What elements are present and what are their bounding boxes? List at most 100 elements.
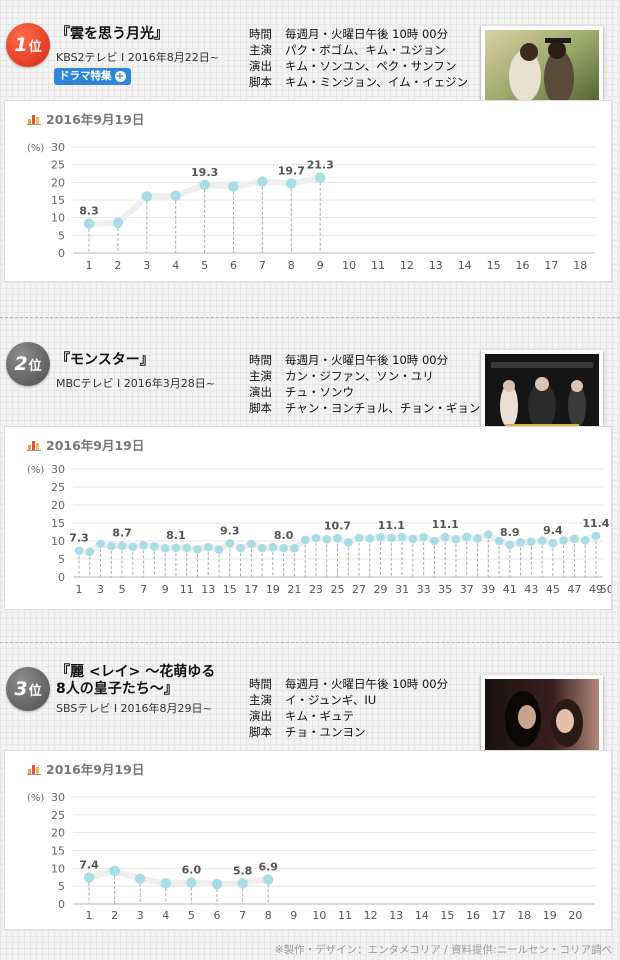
data-label: 5.8 (233, 864, 253, 877)
data-point (214, 545, 224, 554)
data-point (527, 537, 536, 547)
x-tick-label: 8 (265, 909, 272, 922)
y-tick-label: 10 (51, 212, 65, 225)
y-tick-label: 30 (51, 141, 65, 154)
x-tick-label: 11 (180, 583, 194, 596)
x-tick-label: 1 (76, 583, 83, 596)
y-tick-label: 0 (58, 247, 65, 260)
data-point (85, 547, 95, 557)
y-unit-label: (%) (27, 143, 44, 154)
x-tick-label: 8 (288, 259, 295, 272)
data-point (193, 544, 202, 554)
rating-chart-3: 2016年9月19日 0 5 10 15 20 25 30 (%) 1 2 3 4 5 6 7 8 9 10 11 1… (4, 750, 612, 930)
data-label: 8.3 (79, 205, 99, 218)
x-tick-label: 13 (389, 909, 403, 922)
rating-chart-2: 2016年9月19日 0 5 10 15 20 25 30 (%) 1 3 5 7 9 11 13 15 17 1… (4, 426, 612, 610)
data-point (203, 542, 213, 552)
x-tick-label: 43 (524, 583, 538, 596)
y-tick-label: 25 (51, 159, 65, 172)
x-tick-label: 14 (415, 909, 429, 922)
footer-credit: ※製作・デザイン：エンタメコリア / 資料提供:ニールセン・コリア調べ (274, 944, 612, 956)
data-point (83, 218, 95, 229)
data-point (516, 538, 525, 547)
data-point (109, 865, 120, 877)
data-point (290, 543, 299, 553)
data-point (107, 541, 116, 551)
x-tick-label: 47 (567, 583, 581, 596)
data-label: 7.3 (69, 532, 89, 545)
data-point (96, 539, 105, 549)
data-point (170, 190, 181, 201)
data-point (387, 533, 396, 543)
y-tick-label: 15 (51, 517, 65, 530)
data-point (160, 878, 171, 889)
y-tick-label: 15 (51, 194, 65, 207)
bar-chart-icon (27, 439, 41, 451)
data-point (419, 532, 428, 542)
y-tick-label: 20 (51, 499, 65, 512)
x-tick-label: 39 (481, 583, 495, 596)
x-tick-label: 7 (140, 583, 147, 596)
data-point (186, 877, 197, 888)
data-label: 8.9 (500, 526, 520, 539)
x-tick-label: 16 (516, 259, 530, 272)
bar-chart-icon (27, 763, 41, 775)
drama-special-button[interactable]: ドラマ特集 + (54, 68, 131, 85)
x-tick-label: 15 (487, 259, 501, 272)
data-point (128, 542, 138, 552)
x-tick-label: 6 (214, 909, 221, 922)
data-point (171, 543, 181, 553)
y-tick-label: 25 (51, 481, 65, 494)
chart-date-1: 2016年9月19日 (27, 109, 144, 128)
data-point (570, 534, 579, 544)
y-unit-label: (%) (27, 793, 44, 804)
data-point (473, 534, 482, 543)
rating-chart-1: 2016年9月19日 0 5 10 15 20 25 30 (%) 1 2 3 4 5 6 7 8 9 10 11 1… (4, 100, 612, 282)
y-tick-label: 0 (58, 898, 65, 911)
data-point (322, 534, 332, 544)
data-label: 19.3 (191, 166, 218, 179)
x-tick-label: 35 (438, 583, 452, 596)
data-point (376, 532, 385, 542)
x-tick-label: 10 (342, 259, 356, 272)
data-point (74, 546, 84, 556)
data-point (559, 535, 568, 545)
x-tick-label: 1 (86, 259, 93, 272)
data-point (537, 536, 547, 545)
poster-image-1 (485, 30, 599, 110)
x-tick-label: 3 (97, 583, 104, 596)
data-point (237, 878, 248, 889)
data-label: 10.7 (324, 519, 351, 532)
y-tick-label: 5 (58, 229, 65, 242)
x-tick-label: 12 (364, 909, 378, 922)
data-point (236, 543, 245, 553)
x-tick-label: 45 (546, 583, 560, 596)
data-point (286, 178, 297, 189)
x-tick-label: 5 (188, 909, 195, 922)
y-tick-label: 5 (58, 553, 65, 566)
data-point (440, 532, 450, 542)
data-label: 9.4 (543, 524, 563, 537)
drama-title-3: 『麗 <レイ> ～花萌ゆる 8人の皇子たち～』 (56, 664, 216, 697)
data-point (494, 536, 504, 546)
data-label: 11.4 (582, 517, 609, 530)
data-point (591, 531, 601, 541)
y-tick-label: 20 (51, 827, 65, 840)
x-tick-label: 11 (371, 259, 385, 272)
x-tick-label: 9 (162, 583, 169, 596)
drama-meta-3: SBSテレビ I 2016年8月29日~ (56, 702, 212, 715)
y-tick-label: 20 (51, 176, 65, 189)
x-tick-label: 3 (137, 909, 144, 922)
x-tick-label: 25 (330, 583, 344, 596)
data-point (408, 534, 418, 544)
x-tick-label: 17 (244, 583, 258, 596)
x-tick-label: 17 (544, 259, 558, 272)
data-label: 6.9 (258, 860, 278, 873)
data-point (228, 181, 239, 192)
x-tick-label: 17 (492, 909, 506, 922)
